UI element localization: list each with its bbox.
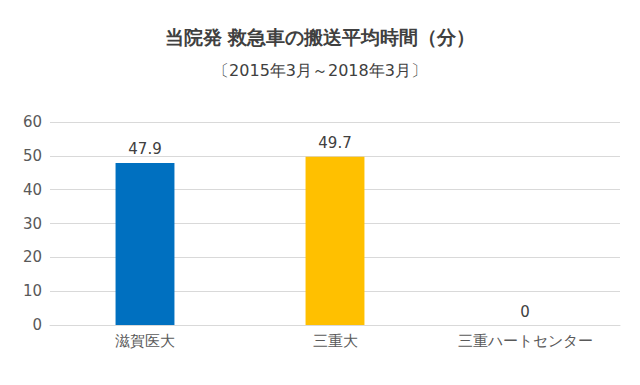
svg-text:〔2015年3月～2018年3月〕: 〔2015年3月～2018年3月〕 (213, 61, 427, 80)
svg-text:20: 20 (23, 248, 42, 266)
svg-text:40: 40 (23, 181, 42, 199)
svg-text:滋賀医大: 滋賀医大 (115, 332, 175, 350)
svg-text:三重ハートセンター: 三重ハートセンター (458, 332, 593, 350)
svg-text:10: 10 (23, 282, 42, 300)
svg-text:47.9: 47.9 (128, 140, 161, 158)
svg-text:0: 0 (32, 316, 42, 334)
svg-text:50: 50 (23, 147, 42, 165)
svg-text:当院発 救急車の搬送平均時間（分）: 当院発 救急車の搬送平均時間（分） (165, 26, 476, 48)
svg-text:三重大: 三重大 (313, 332, 358, 350)
svg-text:60: 60 (23, 113, 42, 131)
svg-text:49.7: 49.7 (318, 134, 351, 152)
svg-text:30: 30 (23, 215, 42, 233)
svg-text:0: 0 (520, 303, 530, 321)
